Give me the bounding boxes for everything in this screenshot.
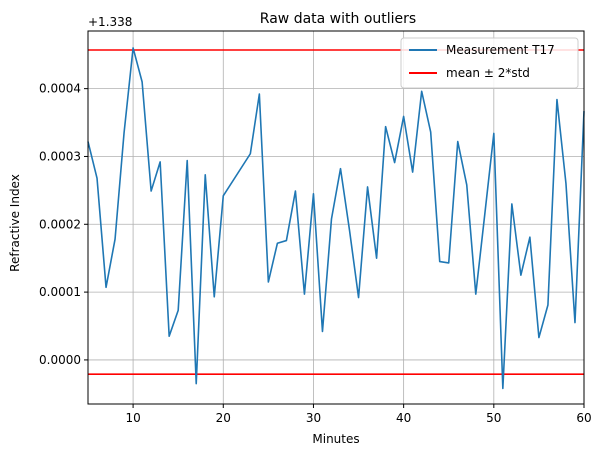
series-group — [87, 47, 585, 390]
y-tick-label: 0.0002 — [39, 217, 81, 231]
x-tick-label: 60 — [576, 411, 591, 425]
y-tick-label: 0.0000 — [39, 353, 81, 367]
y-tick-label: 0.0003 — [39, 149, 81, 163]
legend-label-measurement: Measurement T17 — [446, 43, 555, 57]
grid — [88, 31, 585, 404]
legend-box — [400, 37, 579, 89]
plot-frame — [87, 30, 585, 405]
legend: Measurement T17 mean ± 2*std — [400, 37, 579, 89]
x-tick-label: 10 — [125, 411, 140, 425]
y-tick-label: 0.0001 — [39, 285, 81, 299]
x-tick-label: 40 — [396, 411, 411, 425]
x-tick-label: 20 — [216, 411, 231, 425]
y-axis-offset-label: +1.338 — [88, 15, 132, 29]
legend-label-mean-std: mean ± 2*std — [446, 66, 530, 80]
x-axis-label: Minutes — [312, 432, 359, 446]
series-line-measurement — [87, 47, 585, 390]
y-axis-ticks: 0.0000 0.0001 0.0002 0.0003 0.0004 — [39, 82, 88, 367]
x-tick-label: 30 — [306, 411, 321, 425]
x-tick-label: 50 — [486, 411, 501, 425]
chart-title: Raw data with outliers — [260, 11, 416, 27]
y-tick-label: 0.0004 — [39, 82, 81, 96]
x-axis-ticks: 10 20 30 40 50 60 — [125, 404, 592, 425]
y-axis-label: Refractive Index — [8, 174, 22, 272]
